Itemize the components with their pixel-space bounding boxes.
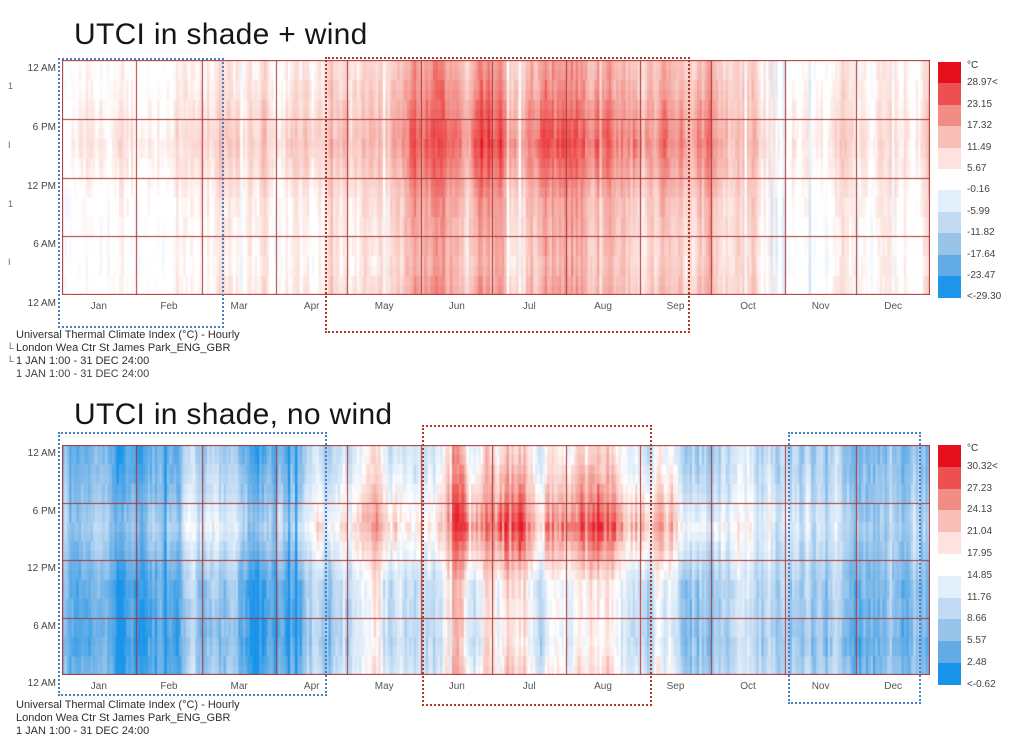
x-axis-month-label: Aug xyxy=(594,301,612,312)
x-axis-month-label: Jul xyxy=(522,301,536,312)
legend-swatch xyxy=(938,445,961,468)
chart-title-shade-no-wind: UTCI in shade, no wind xyxy=(74,398,393,431)
legend-swatch xyxy=(938,532,961,555)
legend-tick-label: -0.16 xyxy=(967,184,990,196)
utci-heatmap-1 xyxy=(62,445,930,675)
legend-swatch xyxy=(938,169,961,191)
legend-swatch xyxy=(938,597,961,620)
x-axis-month-label: Jul xyxy=(522,681,536,692)
legend-tick-label: 21.04 xyxy=(967,526,993,538)
legend-tick-label: 5.67 xyxy=(967,163,987,174)
legend-swatch xyxy=(938,488,961,511)
legend-swatch xyxy=(938,147,961,170)
legend-tick-label: 14.85 xyxy=(967,569,993,581)
legend-tick-label: <-0.62 xyxy=(967,678,996,690)
x-axis-month-label: Jan xyxy=(90,301,107,312)
legend-tick-label: 24.13 xyxy=(967,504,993,516)
x-axis-month-label: Apr xyxy=(303,301,320,312)
x-axis-month-label: Sep xyxy=(666,681,685,692)
x-axis-month-label: Mar xyxy=(230,681,248,692)
legend-tick-label: 8.66 xyxy=(967,613,987,625)
legend-tick-label: 11.49 xyxy=(967,141,992,153)
caption-ghost-mark: L xyxy=(9,341,15,351)
legend-tick-label: -5.99 xyxy=(967,205,990,217)
x-axis-month-label: Apr xyxy=(303,681,320,692)
legend-swatch xyxy=(938,276,961,298)
x-axis-month-label: Feb xyxy=(160,301,178,312)
legend-swatch xyxy=(938,254,961,277)
legend-tick-label: 17.95 xyxy=(967,548,993,559)
legend-swatch xyxy=(938,619,961,642)
y-axis-label: 12 AM xyxy=(27,448,56,459)
y-axis-label: 6 PM xyxy=(32,505,56,517)
caption-line: 1 JAN 1:00 - 31 DEC 24:00 xyxy=(16,725,150,737)
y-axis-label: 12 AM xyxy=(27,63,56,74)
y-axis-label: 6 PM xyxy=(32,121,56,133)
y-axis-label: 12 PM xyxy=(27,563,56,574)
legend-swatch xyxy=(938,190,961,213)
legend-swatch xyxy=(938,575,961,599)
y-axis-ghost-mark: 1 xyxy=(8,81,14,91)
x-axis-month-label: Nov xyxy=(811,681,830,692)
legend-tick-label: 30.32< xyxy=(967,460,998,472)
x-axis-month-label: Dec xyxy=(884,301,903,312)
legend-swatch xyxy=(938,466,961,490)
x-axis-month-label: Oct xyxy=(740,681,756,692)
x-axis-month-label: Sep xyxy=(666,301,685,312)
y-axis-label: 12 AM xyxy=(27,298,56,309)
legend-tick-label: 28.97< xyxy=(967,77,998,89)
legend-unit-label: °C xyxy=(967,60,979,71)
y-axis-label: 6 AM xyxy=(33,620,56,632)
y-axis-label: 6 AM xyxy=(33,239,56,251)
legend-swatch xyxy=(938,554,961,577)
legend-swatch xyxy=(938,510,961,533)
legend-swatch xyxy=(938,211,961,234)
y-axis-ghost-mark: 1 xyxy=(8,198,14,209)
x-axis-month-label: Dec xyxy=(884,681,903,692)
legend-tick-label: 23.15 xyxy=(967,98,993,110)
caption-line: 1 JAN 1:00 - 31 DEC 24:00 xyxy=(16,368,150,380)
x-axis-month-label: Aug xyxy=(594,681,612,692)
x-axis-month-label: Oct xyxy=(740,301,756,312)
legend-tick-label: 17.32 xyxy=(967,120,993,132)
legend-tick-label: <-29.30 xyxy=(967,291,1002,303)
legend-tick-label: 5.57 xyxy=(967,635,987,647)
legend-swatch xyxy=(938,83,961,106)
caption-line: 1 JAN 1:00 - 31 DEC 24:00 xyxy=(16,355,150,367)
legend-swatch xyxy=(938,641,961,664)
x-axis-month-label: May xyxy=(374,681,394,692)
legend-swatch xyxy=(938,104,961,127)
caption-ghost-mark: L xyxy=(9,354,15,364)
x-axis-month-label: Feb xyxy=(160,681,178,692)
caption-line: Universal Thermal Climate Index (°C) - H… xyxy=(16,699,240,711)
y-axis-label: 12 PM xyxy=(27,180,56,192)
x-axis-month-label: Jun xyxy=(448,301,465,312)
legend-swatch xyxy=(938,126,961,149)
legend-tick-label: -17.64 xyxy=(967,248,996,260)
utci-heatmap-0 xyxy=(62,60,930,295)
x-axis-month-label: Jun xyxy=(448,681,465,692)
legend-swatch xyxy=(938,233,961,256)
legend-tick-label: 27.23 xyxy=(967,482,993,494)
chart-title-shade-wind: UTCI in shade + wind xyxy=(74,18,368,51)
x-axis-month-label: Nov xyxy=(811,301,830,312)
caption-line: London Wea Ctr St James Park_ENG_GBR xyxy=(16,712,231,724)
y-axis-ghost-mark: I xyxy=(8,139,11,150)
legend-tick-label: -23.47 xyxy=(967,270,996,281)
legend-unit-label: °C xyxy=(967,443,979,454)
caption-line: London Wea Ctr St James Park_ENG_GBR xyxy=(16,342,231,354)
legend-tick-label: -11.82 xyxy=(967,227,995,239)
legend-tick-label: 2.48 xyxy=(967,657,987,668)
caption-line: Universal Thermal Climate Index (°C) - H… xyxy=(16,329,240,341)
legend-swatch xyxy=(938,663,961,686)
y-axis-ghost-mark: I xyxy=(8,257,11,268)
y-axis-label: 12 AM xyxy=(27,678,56,689)
legend-tick-label: 11.76 xyxy=(967,591,992,603)
legend-swatch xyxy=(938,62,961,84)
x-axis-month-label: Jan xyxy=(90,681,107,692)
x-axis-month-label: May xyxy=(374,301,394,312)
x-axis-month-label: Mar xyxy=(230,301,248,312)
